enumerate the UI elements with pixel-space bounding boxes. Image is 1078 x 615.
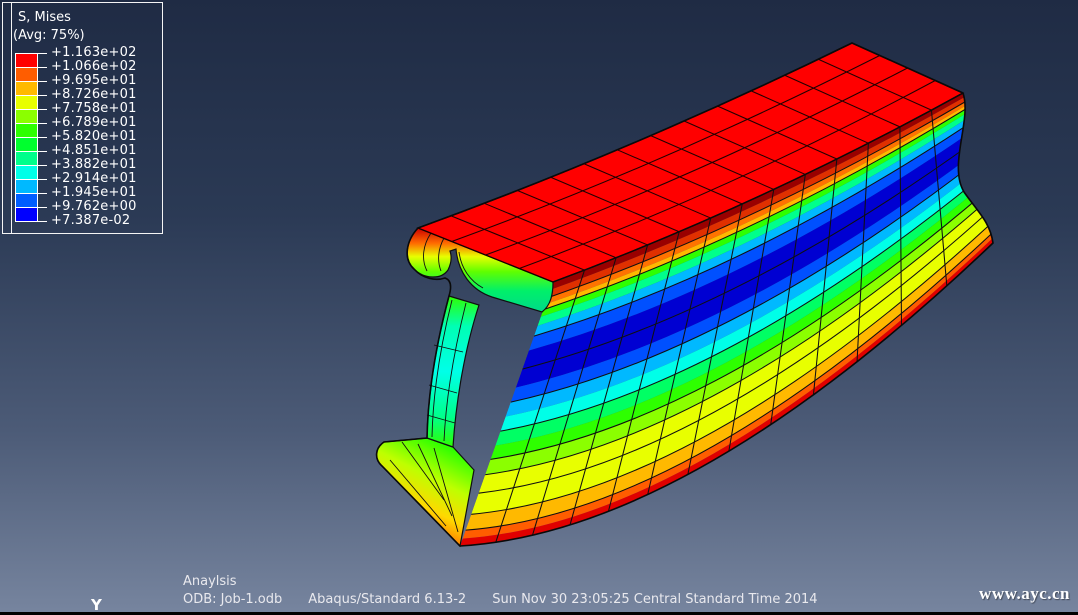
window-bottom-edge — [0, 612, 1078, 615]
status-solver: Abaqus/Standard 6.13-2 — [308, 592, 467, 607]
legend-tick-label: +6.789e+01 — [51, 115, 137, 130]
legend-tick-label: +8.726e+01 — [51, 87, 137, 102]
legend-panel: S, Mises (Avg: 75%) +1.163e+02 +1.066e+02… — [2, 2, 163, 234]
status-datetime: Sun Nov 30 23:05:25 Central Standard Tim… — [492, 592, 818, 607]
beam-side-mesh-lines — [465, 101, 992, 543]
legend-tick — [38, 123, 47, 124]
legend-swatch — [16, 180, 37, 194]
legend-tick — [38, 207, 47, 208]
legend-swatch — [16, 110, 37, 124]
stress-band — [515, 132, 975, 388]
legend-tick-label: +2.914e+01 — [51, 171, 137, 186]
legend-tick-label: +1.066e+02 — [51, 59, 137, 74]
stress-band — [510, 153, 977, 403]
legend-tick — [38, 221, 47, 222]
stress-band — [528, 123, 971, 351]
beam-outline — [375, 42, 994, 547]
legend-subtitle: (Avg: 75%) — [13, 28, 85, 43]
legend-tick — [38, 81, 47, 82]
stress-band — [550, 93, 964, 290]
legend-tick-label: +3.882e+01 — [51, 157, 137, 172]
legend-tick — [38, 137, 47, 138]
legend-tick-label: +1.163e+02 — [51, 45, 137, 60]
legend-swatch — [16, 152, 37, 166]
legend-tick — [38, 109, 47, 110]
legend-tick — [38, 179, 47, 180]
status-odb: ODB: Job-1.odb — [183, 592, 283, 607]
stress-band — [537, 112, 968, 326]
legend-inner-rule — [11, 3, 12, 233]
beam-endcap-mesh-lines — [389, 232, 484, 533]
stress-band — [547, 97, 965, 298]
legend-tick-label: +5.820e+01 — [51, 129, 137, 144]
legend-tick — [38, 193, 47, 194]
legend-tick-label: +9.695e+01 — [51, 73, 137, 88]
legend-tick — [38, 67, 47, 68]
legend-swatch — [16, 166, 37, 180]
beam-top-mesh-grid — [450, 55, 936, 271]
legend-swatch-column — [15, 53, 38, 222]
legend-swatch — [16, 82, 37, 96]
legend-tick — [38, 151, 47, 152]
legend-tick-label: +7.387e-02 — [51, 213, 131, 228]
stress-band — [533, 117, 970, 337]
legend-swatch — [16, 54, 37, 68]
triad-y-axis-label: Y — [91, 596, 102, 614]
beam-flange-edge — [552, 92, 964, 283]
legend-tick-label: +7.758e+01 — [51, 101, 137, 116]
status-line2: ODB: Job-1.odb Abaqus/Standard 6.13-2 Sun … — [183, 591, 818, 609]
legend-tick-label: +4.851e+01 — [51, 143, 137, 158]
legend-tick-label: +1.945e+01 — [51, 185, 137, 200]
stress-band — [471, 202, 990, 515]
status-block: Anaylsis ODB: Job-1.odb Abaqus/Standard 6… — [183, 573, 818, 609]
legend-tick — [38, 95, 47, 96]
legend-tick-label: +9.762e+00 — [51, 199, 137, 214]
legend-swatch — [16, 138, 37, 152]
beam-end-foot-face — [376, 437, 475, 548]
legend-tick — [38, 165, 47, 166]
watermark-text: www.ayc.cn — [979, 584, 1070, 603]
legend-title: S, Mises — [18, 10, 71, 25]
beam-end-web-face — [426, 295, 480, 448]
legend-tick — [38, 53, 47, 54]
legend-swatch — [16, 208, 37, 221]
legend-swatch — [16, 194, 37, 208]
legend-swatch — [16, 68, 37, 82]
legend-swatch — [16, 96, 37, 110]
stress-band — [545, 102, 966, 305]
legend-swatch — [16, 124, 37, 138]
status-line1: Anaylsis — [183, 574, 237, 589]
